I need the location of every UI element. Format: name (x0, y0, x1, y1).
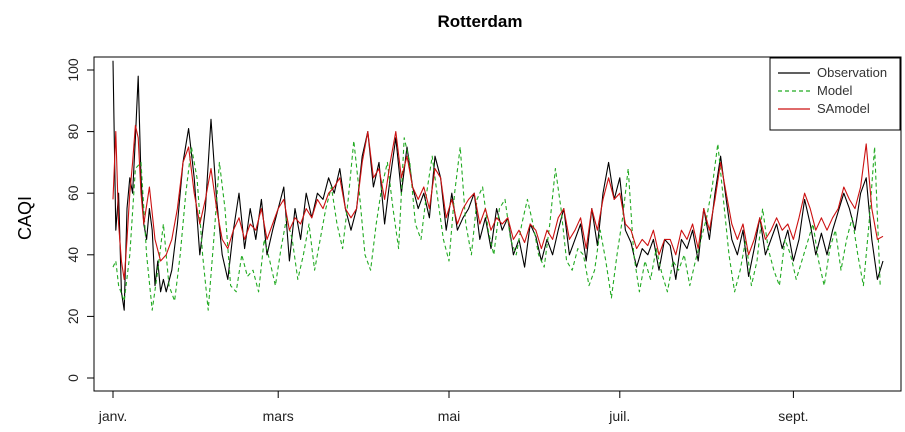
series-layer (112, 60, 884, 311)
legend-label: Observation (817, 65, 887, 80)
x-tick-label: mars (263, 408, 294, 424)
y-axis: 0 20 40 60 80 100 (65, 58, 94, 382)
x-tick-label: janv. (98, 408, 128, 424)
y-tick-label: 60 (65, 185, 81, 201)
x-tick-label: juil. (608, 408, 630, 424)
series-line-model (112, 137, 881, 311)
x-tick-label: mai (438, 408, 461, 424)
plot-area-box (93, 56, 902, 392)
y-tick-label: 100 (65, 58, 81, 82)
y-tick-label: 0 (65, 374, 81, 382)
x-axis: janv. mars mai juil. sept. (98, 391, 809, 424)
x-tick-label: sept. (778, 408, 808, 424)
series-line-samodel (112, 124, 884, 280)
y-tick-label: 40 (65, 247, 81, 263)
series-line-observation (112, 60, 884, 311)
legend-label: Model (817, 83, 853, 98)
legend-label: SAmodel (817, 101, 870, 116)
legend: Observation Model SAmodel (769, 57, 901, 131)
y-axis-label: CAQI (15, 196, 35, 240)
y-tick-label: 20 (65, 308, 81, 324)
chart-title: Rotterdam (437, 12, 522, 31)
legend-box (769, 57, 901, 131)
y-tick-label: 80 (65, 124, 81, 140)
